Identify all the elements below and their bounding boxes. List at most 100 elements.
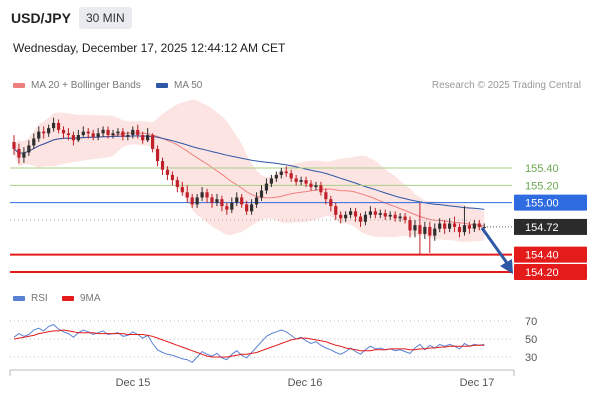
candle-body — [428, 226, 432, 236]
candle-body — [393, 214, 397, 219]
forecast-arrowhead — [500, 259, 513, 274]
rsi-tick-70: 70 — [525, 316, 537, 328]
candle-body — [329, 199, 333, 207]
legend-ma50: MA 50 — [156, 80, 202, 91]
candle-body — [240, 197, 244, 205]
candle-body — [294, 178, 298, 182]
candle-body — [363, 214, 368, 222]
candle-body — [160, 161, 165, 170]
legend-rsi-ma-label: 9MA — [80, 293, 101, 304]
candle-body — [373, 211, 377, 215]
candle-body — [245, 204, 249, 212]
candle-body — [151, 135, 155, 149]
x-tick-label: Dec 16 — [288, 377, 323, 389]
candle-body — [353, 211, 358, 217]
candle-body — [32, 138, 36, 146]
candle-body — [413, 225, 417, 231]
candle-body — [349, 211, 353, 215]
candle-body — [155, 148, 160, 162]
rsi-line — [13, 324, 485, 364]
candle-body — [457, 226, 462, 233]
candle-body — [175, 180, 179, 188]
candle-body — [319, 185, 323, 193]
level-label-155-20: 155.20 — [525, 180, 559, 192]
candle-body — [448, 223, 452, 229]
candle-body — [81, 131, 85, 136]
candle-body — [235, 197, 239, 203]
candle-body — [136, 129, 140, 136]
candle-body — [274, 174, 278, 179]
candle-body — [383, 213, 387, 217]
rsi-swatch — [13, 295, 25, 301]
rsi-tick-30: 30 — [525, 352, 537, 364]
candle-body — [215, 199, 219, 203]
candle-body — [27, 145, 31, 153]
candle-body — [358, 216, 363, 222]
legend-rsi-label: RSI — [31, 293, 48, 304]
candle-body — [403, 216, 407, 220]
candle-body — [433, 228, 437, 236]
level-label-154-20: 154.20 — [525, 267, 559, 279]
candle-body — [200, 192, 204, 198]
candle-body — [225, 206, 229, 210]
ma50-swatch — [156, 82, 168, 88]
candle-body — [37, 131, 41, 139]
candle-body — [61, 129, 66, 134]
candle-body — [52, 122, 56, 129]
candle-body — [111, 133, 115, 136]
header-bar: USD/JPY 30 MIN — [0, 0, 590, 36]
candle-body — [47, 128, 51, 134]
candle-body — [106, 129, 110, 136]
candle-body — [309, 183, 313, 188]
candle-body — [324, 192, 328, 200]
forecast-arrow-shaft — [480, 227, 509, 264]
candle-body — [289, 173, 293, 179]
candle-body — [334, 206, 338, 215]
interval-badge[interactable]: 30 MIN — [79, 7, 132, 29]
symbol-title: USD/JPY — [11, 10, 71, 26]
candle-body — [116, 131, 120, 134]
candle-body — [71, 135, 75, 141]
candle-body — [91, 133, 95, 137]
candle-body — [423, 226, 427, 234]
last-price-tag — [514, 218, 587, 235]
candle-body — [438, 223, 442, 229]
candle-body — [205, 192, 209, 198]
candle-body — [388, 214, 392, 217]
legend-ma20-label: MA 20 + Bollinger Bands — [31, 80, 141, 91]
candle-body — [165, 169, 170, 175]
candle-body — [418, 225, 422, 234]
candle-body — [96, 133, 100, 137]
candle-body — [284, 171, 288, 174]
candle-body — [477, 223, 481, 227]
level-label-155-00: 155.00 — [525, 198, 559, 210]
candle-body — [339, 214, 343, 219]
candle-body — [344, 214, 348, 219]
candle-body — [12, 142, 16, 149]
candle-body — [408, 220, 412, 231]
candle-body — [314, 185, 318, 188]
candle-body — [462, 225, 467, 233]
rsi-ma-line — [13, 329, 485, 358]
candle-body — [230, 202, 234, 210]
candle-body — [452, 223, 457, 227]
legend-rsi-ma: 9MA — [62, 293, 101, 304]
candle-body — [190, 197, 194, 205]
candle-body — [131, 129, 135, 136]
candle-body — [264, 183, 269, 191]
candle-body — [195, 197, 199, 205]
legend-ma50-label: MA 50 — [174, 80, 203, 91]
level-tag-155-00 — [514, 194, 587, 211]
candle-body — [398, 216, 402, 219]
rsi-ma-swatch — [62, 295, 74, 301]
candle-body — [220, 199, 224, 207]
candle-body — [17, 148, 21, 158]
ma50-line — [13, 135, 485, 210]
candle-body — [299, 180, 303, 182]
candle-body — [250, 204, 254, 212]
candle-body — [42, 131, 46, 134]
candle-body — [76, 135, 80, 141]
legend-rsi: RSI — [13, 293, 48, 304]
candle-body — [378, 213, 382, 215]
candle-body — [467, 225, 471, 229]
